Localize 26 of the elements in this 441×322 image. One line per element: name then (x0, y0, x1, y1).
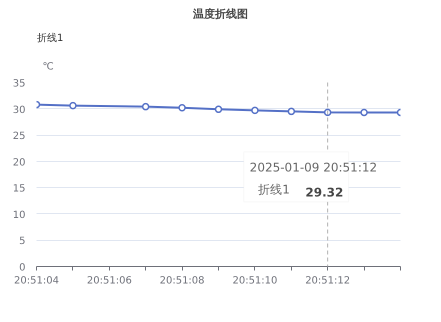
annotation: 2025-01-09 20:51:12 (250, 160, 378, 174)
point (142, 102, 150, 110)
text: 折线1 (258, 182, 290, 197)
point (214, 106, 222, 114)
y-tick-label: 0 (19, 262, 26, 274)
x-tick-label: 20:51:12 (305, 276, 350, 286)
y-tick-label: 35 (12, 78, 26, 90)
x-tick-label: 20:51:04 (14, 276, 59, 286)
y-tick-label: 15 (12, 184, 26, 195)
x-tick-label: 20:51:10 (232, 276, 278, 286)
chart-title: 温度折线图 (192, 8, 248, 20)
x-tick-label: 20:51:06 (86, 276, 132, 286)
y-tick-label: 30 (12, 104, 26, 116)
y-tick-label: 20 (12, 157, 26, 168)
y-tick-label: 5 (19, 236, 26, 248)
y-tick-label: 25 (12, 131, 26, 142)
annotation: 29.32 (305, 186, 344, 200)
point (360, 108, 368, 116)
point (251, 106, 259, 114)
point (69, 102, 77, 110)
y-axis-title: ℃ (42, 62, 54, 72)
text: 折线1 (37, 32, 64, 45)
point (178, 104, 186, 112)
x-tick-label: 20:51:08 (160, 276, 205, 286)
y-tick-label: 10 (12, 210, 26, 221)
point (288, 108, 296, 116)
